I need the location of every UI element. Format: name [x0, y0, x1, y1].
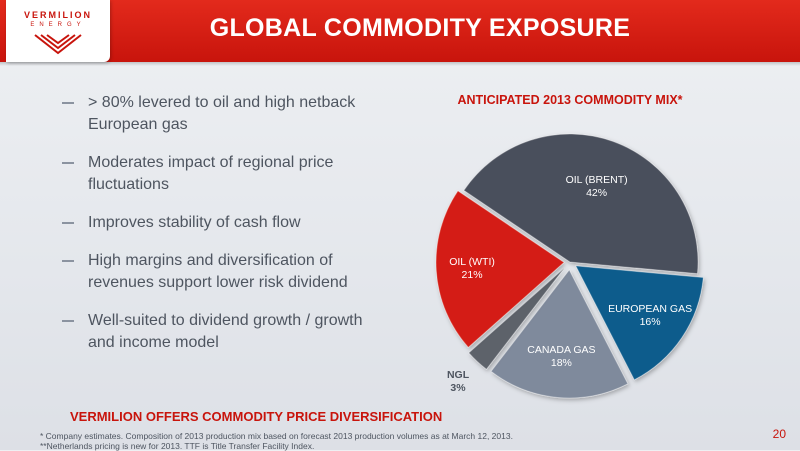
dash-icon [62, 162, 74, 164]
dash-icon [62, 260, 74, 262]
bullet-text: High margins and diversification of reve… [88, 252, 348, 291]
pie-slice-oil-brent [463, 133, 699, 275]
pie-label-name: OIL (BRENT) [565, 174, 628, 187]
bullet-item: > 80% levered to oil and high netback Eu… [62, 92, 392, 136]
header-band: VERMILION ENERGY GLOBAL COMMODITY EXPOSU… [0, 0, 800, 66]
pie-label-name: CANADA GAS [527, 343, 596, 356]
dash-icon [62, 320, 74, 322]
bullet-text: Well-suited to dividend growth / growth … [88, 312, 363, 351]
pie-label-name: NGL [446, 369, 470, 382]
pie-label-canada-gas: CANADA GAS 18% [527, 344, 595, 370]
bullet-item: Well-suited to dividend growth / growth … [62, 310, 392, 354]
bullet-text: > 80% levered to oil and high netback Eu… [88, 94, 356, 133]
pie-label-ngl: NGL 3% [447, 369, 469, 395]
logo-wordmark: VERMILION [23, 10, 92, 20]
dash-icon [62, 102, 74, 104]
page-number: 20 [772, 427, 786, 441]
pie-label-european-gas: EUROPEAN GAS 16% [608, 303, 692, 329]
logo-chevron-icon [34, 34, 82, 55]
bullet-item: Moderates impact of regional price fluct… [62, 152, 392, 196]
logo-subtitle: ENERGY [30, 22, 86, 28]
bullet-text: Improves stability of cash flow [88, 214, 301, 231]
dash-icon [62, 222, 74, 224]
pie-label-oil-wti: OIL (WTI) 21% [449, 256, 495, 282]
pie-label-value: 3% [450, 382, 466, 395]
bullet-item: Improves stability of cash flow [62, 212, 392, 234]
footnote-netherlands-pricing: **Netherlands pricing is new for 2013. T… [40, 441, 315, 451]
footer-headline: VERMILION OFFERS COMMODITY PRICE DIVERSI… [70, 409, 443, 424]
pie-label-name: OIL (WTI) [449, 255, 495, 268]
pie-label-value: 18% [550, 356, 572, 369]
pie-slice-oil-wti [435, 190, 565, 349]
page-title: GLOBAL COMMODITY EXPOSURE [209, 14, 631, 42]
pie-slice-canada-gas [490, 269, 629, 399]
pie-label-name: EUROPEAN GAS [608, 303, 693, 316]
bullet-list: > 80% levered to oil and high netback Eu… [62, 92, 392, 354]
bullet-item: High margins and diversification of reve… [62, 250, 392, 294]
chart-title: ANTICIPATED 2013 COMMODITY MIX* [457, 93, 683, 107]
bullet-text: Moderates impact of regional price fluct… [88, 154, 334, 193]
pie-label-value: 21% [461, 268, 483, 281]
pie-label-value: 16% [639, 316, 661, 329]
pie-slice-ngl [468, 267, 565, 370]
company-logo: VERMILION ENERGY [6, 0, 110, 62]
pie-slice-european-gas [574, 265, 704, 381]
pie-label-value: 42% [586, 187, 608, 200]
footnote-company-estimates: * Company estimates. Composition of 2013… [40, 431, 513, 441]
pie-label-oil-brent: OIL (BRENT) 42% [566, 174, 628, 200]
